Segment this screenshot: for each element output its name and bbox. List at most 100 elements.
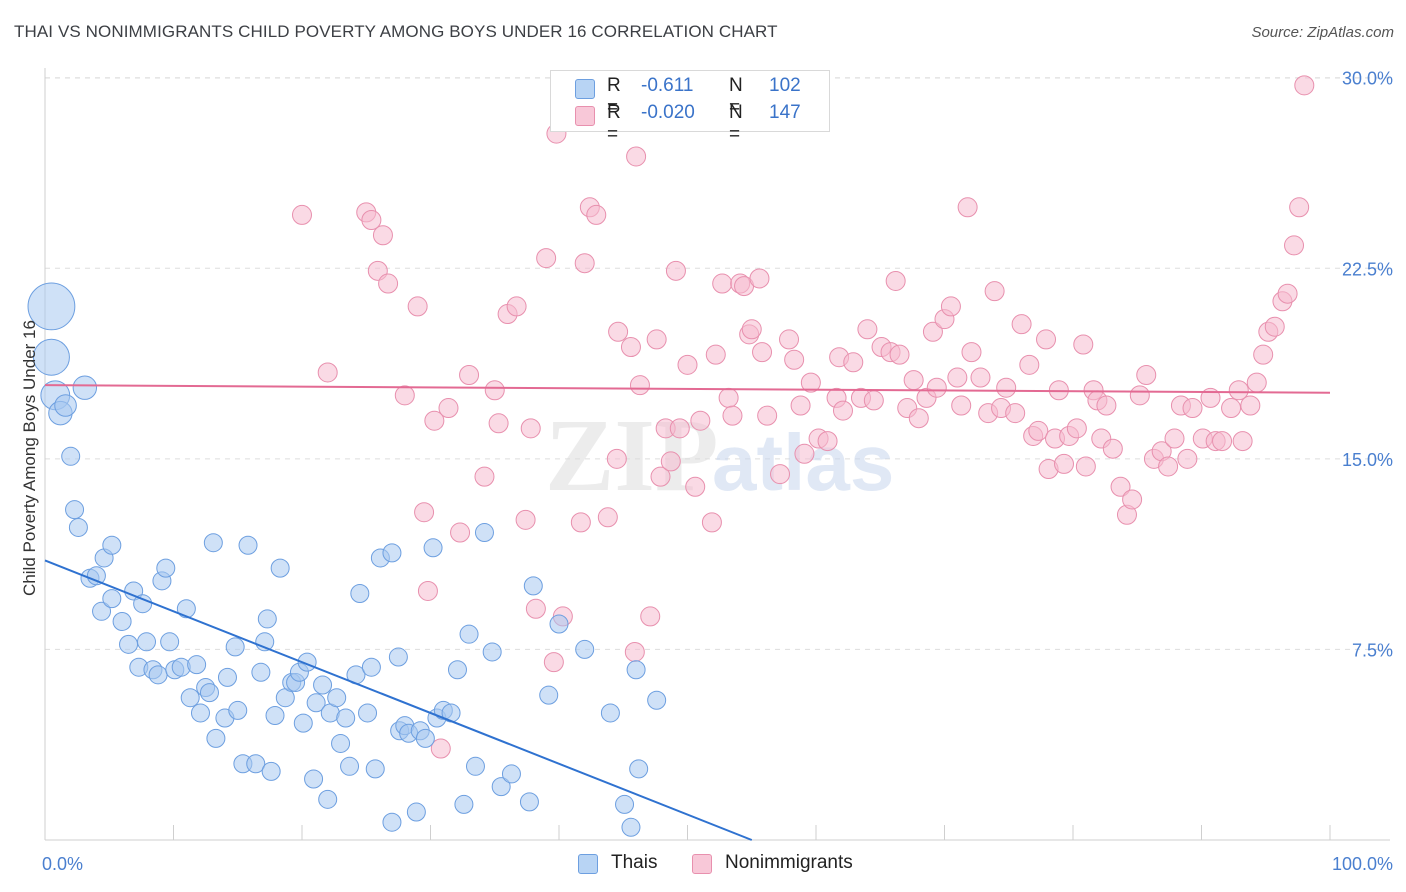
nonimmigrants-point: [1073, 334, 1094, 355]
nonimmigrants-point: [372, 225, 393, 246]
nonimmigrants-point: [857, 319, 878, 340]
thais-point: [382, 543, 402, 563]
thais-point: [238, 535, 258, 555]
thais-point: [647, 690, 667, 710]
y-tick-label: 15.0%: [1342, 450, 1393, 470]
thais-point: [423, 538, 443, 558]
source-credit: Source: ZipAtlas.com: [1251, 24, 1394, 41]
y-tick-label: 30.0%: [1342, 69, 1393, 89]
thais-point: [187, 655, 207, 675]
thais-point: [180, 688, 200, 708]
nonimmigrants-point: [414, 502, 435, 523]
thais-point: [331, 733, 351, 753]
nonimmigrants-point: [784, 349, 805, 370]
nonimmigrants-point: [1158, 456, 1179, 477]
nonimmigrants-point: [951, 395, 972, 416]
nonimmigrants-point: [863, 390, 884, 411]
nonimmigrants-point: [996, 377, 1017, 398]
nonimmigrants-point: [378, 273, 399, 294]
thais-point: [519, 792, 539, 812]
nonimmigrants-point: [1277, 283, 1298, 304]
thais-point: [61, 446, 81, 466]
nonimmigrants-point: [922, 321, 943, 342]
nonimmigrants-point: [484, 380, 505, 401]
thais-point: [261, 761, 281, 781]
thais-point: [32, 338, 70, 376]
nonimmigrants-point: [1294, 75, 1315, 96]
thais-point: [388, 647, 408, 667]
legend-n-label: N =: [729, 75, 743, 118]
nonimmigrants-point: [665, 260, 686, 281]
nonimmigrants-point: [752, 342, 773, 363]
thais-point: [313, 675, 333, 695]
thais-point: [148, 665, 168, 685]
nonimmigrants-point: [474, 466, 495, 487]
thais-point: [257, 609, 277, 629]
legend-r-label: R =: [607, 75, 621, 118]
thais-point: [447, 660, 467, 680]
legend-r-value: -0.611: [641, 75, 694, 96]
nonimmigrants-point: [1289, 197, 1310, 218]
nonimmigrants-point: [317, 362, 338, 383]
nonimmigrants-point: [779, 329, 800, 350]
thais-point: [112, 611, 132, 631]
legend-n-value: 102: [769, 75, 801, 96]
nonimmigrants-point: [741, 319, 762, 340]
nonimmigrants-point: [1028, 420, 1049, 441]
nonimmigrants-point: [800, 372, 821, 393]
x-tick-label: 100.0%: [1332, 854, 1393, 874]
nonimmigrants-point: [690, 410, 711, 431]
nonimmigrants-points: [292, 75, 1315, 759]
thais-point: [365, 759, 385, 779]
nonimmigrants-point: [1182, 398, 1203, 419]
thais-point: [293, 713, 313, 733]
thais-point: [465, 756, 485, 776]
thais-point: [575, 639, 595, 659]
nonimmigrants-point: [669, 418, 690, 439]
nonimmigrants-point: [1136, 365, 1157, 385]
legend-r-value: -0.020: [641, 102, 695, 123]
thais-point: [265, 705, 285, 725]
thais-points: [27, 282, 667, 837]
nonimmigrants-point: [1019, 354, 1040, 375]
y-tick-label: 7.5%: [1352, 640, 1393, 660]
nonimmigrants-point: [1096, 395, 1117, 416]
nonimmigrants-point: [903, 370, 924, 391]
nonimmigrants-point: [885, 270, 906, 291]
thais-point: [199, 683, 219, 703]
thais-point: [102, 535, 122, 555]
y-tick-label: 22.5%: [1342, 259, 1393, 279]
nonimmigrants-point: [790, 395, 811, 416]
thais-point: [102, 589, 122, 609]
thais-point: [629, 759, 649, 779]
nonimmigrants-point: [1177, 448, 1198, 469]
thais-point: [86, 566, 106, 586]
nonimmigrants-point: [459, 365, 480, 385]
nonimmigrants-point: [1253, 344, 1274, 365]
thais-point: [361, 657, 381, 677]
nonimmigrants-point: [1054, 453, 1075, 474]
thais-point: [626, 660, 646, 680]
nonimmigrants-point: [1246, 372, 1267, 393]
nonimmigrants-point: [712, 273, 733, 294]
nonimmigrants-point: [1200, 387, 1221, 408]
nonimmigrants-point: [817, 431, 838, 452]
nonimmigrants-point: [1264, 316, 1285, 337]
thais-point: [156, 558, 176, 578]
nonimmigrants-point: [515, 509, 536, 530]
bottom-legend-label-thais: Thais: [611, 852, 658, 873]
nonimmigrants-point: [749, 268, 770, 289]
thais-point: [246, 754, 266, 774]
trend-lines: [44, 384, 1331, 841]
thais-trend-line: [44, 559, 753, 841]
nonimmigrants-point: [1240, 395, 1261, 416]
nonimmigrants-point: [646, 329, 667, 350]
thais-point: [474, 523, 494, 543]
nonimmigrants-point: [361, 210, 382, 230]
nonimmigrants-point: [620, 337, 641, 358]
nonimmigrants-point: [407, 296, 428, 317]
thais-point: [217, 667, 237, 687]
nonimmigrants-point: [1212, 431, 1233, 452]
thais-point: [600, 703, 620, 723]
nonimmigrants-point: [1228, 380, 1249, 401]
